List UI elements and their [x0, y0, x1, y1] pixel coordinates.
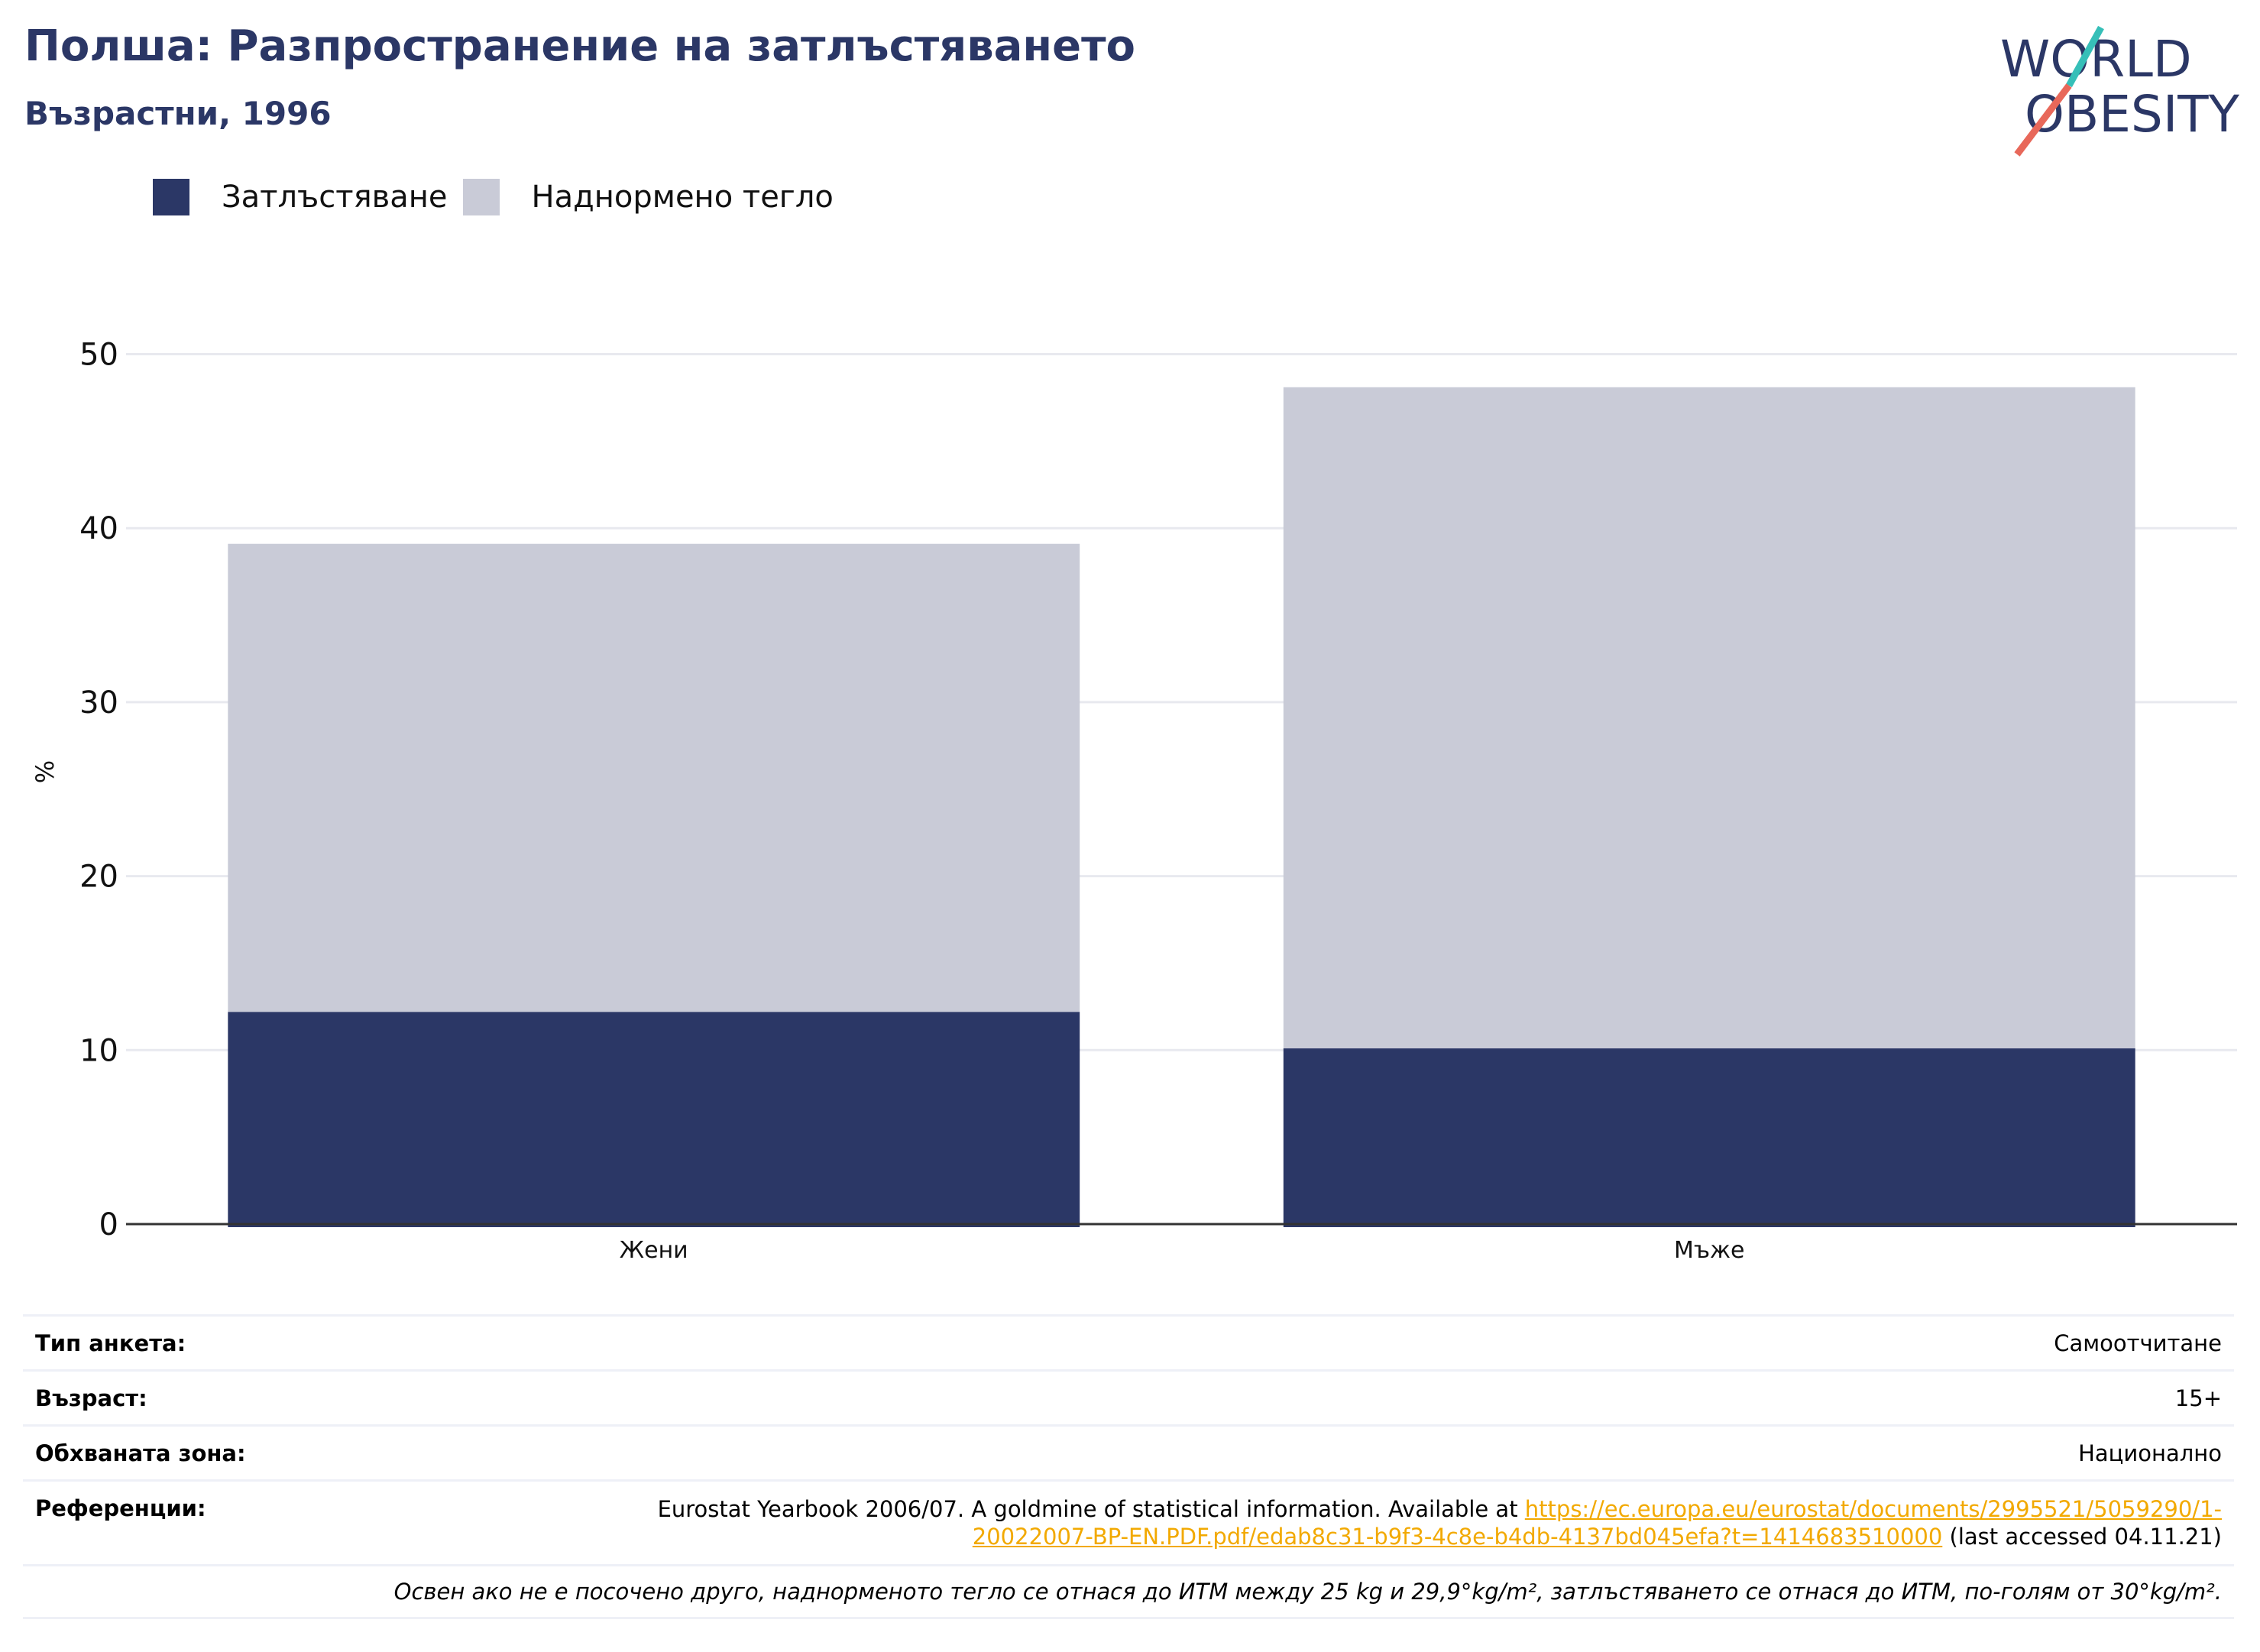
chart-legend: Затлъстяване Наднормено тегло — [153, 174, 849, 220]
info-row-age: Възраст: 15+ — [23, 1369, 2234, 1424]
info-row-area: Обхваната зона: Национално — [23, 1424, 2234, 1479]
legend-item-obesity: Затлъстяване — [153, 179, 448, 215]
definitions-note: Освен ако не е посочено друго, наднормен… — [393, 1579, 2222, 1605]
info-row-survey-type: Тип анкета: Самоотчитане — [23, 1314, 2234, 1369]
age-label: Възраст: — [35, 1385, 147, 1411]
logo-slash-coral — [2014, 83, 2072, 157]
references-link[interactable]: https://ec.europa.eu/eurostat/documents/… — [973, 1496, 2222, 1550]
y-tick-label-50: 50 — [79, 338, 118, 373]
info-row-references: Референции: Eurostat Yearbook 2006/07. A… — [23, 1479, 2234, 1564]
references-value: Eurostat Yearbook 2006/07. A goldmine of… — [658, 1495, 2222, 1550]
legend-item-overweight: Наднормено тегло — [462, 179, 834, 215]
legend-swatch-obesity — [153, 179, 189, 215]
references-link-line2: 20022007-BP-EN.PDF.pdf/edab8c31-b9f3-4c8… — [972, 1524, 1943, 1550]
y-tick-label-20: 20 — [79, 860, 118, 895]
legend-swatch-overweight — [462, 179, 500, 215]
references-text: Eurostat Yearbook 2006/07. A goldmine of… — [657, 1496, 1525, 1522]
survey-type-label: Тип анкета: — [35, 1330, 186, 1356]
legend-label-obesity: Затлъстяване — [222, 180, 448, 215]
area-label: Обхваната зона: — [35, 1440, 246, 1466]
bar-obesity-0 — [228, 1012, 1080, 1227]
y-tick-label-10: 10 — [79, 1033, 118, 1068]
bar-obesity-1 — [1283, 1048, 2135, 1227]
info-row-note: Освен ако не е посочено друго, наднормен… — [23, 1564, 2234, 1619]
world-obesity-logo: WORLD OBESITY — [2000, 25, 2240, 157]
y-tick-label-40: 40 — [79, 511, 118, 546]
stacked-bar-chart: 0 10 20 30 40 50% Жени Мъже — [31, 338, 2237, 1264]
bar-overweight-0 — [228, 543, 1080, 1012]
area-value: Национално — [2078, 1440, 2222, 1466]
chart-title: Полша: Разпространение на затлъстяването — [24, 21, 1136, 71]
logo-text-obesity: OBESITY — [2025, 85, 2240, 144]
x-tick-label-0: Жени — [620, 1237, 688, 1264]
references-link-line1: https://ec.europa.eu/eurostat/documents/… — [1524, 1496, 2222, 1522]
y-tick-label-0: 0 — [99, 1207, 118, 1242]
logo-slash-teal — [2066, 25, 2104, 88]
chart-subtitle: Възрастни, 1996 — [24, 95, 332, 132]
y-tick-label-30: 30 — [79, 685, 118, 721]
legend-label-overweight: Наднормено тегло — [531, 180, 834, 215]
survey-type-value: Самоотчитане — [2054, 1330, 2222, 1356]
bar-overweight-1 — [1283, 387, 2135, 1049]
x-tick-label-1: Мъже — [1674, 1237, 1745, 1264]
age-value: 15+ — [2174, 1385, 2222, 1411]
references-accessed-text: (last accessed 04.11.21) — [1942, 1524, 2223, 1550]
references-label: Референции: — [35, 1495, 206, 1521]
survey-info-table: Тип анкета: Самоотчитане Възраст: 15+ Об… — [23, 1314, 2234, 1619]
y-axis-label: % — [31, 760, 60, 783]
